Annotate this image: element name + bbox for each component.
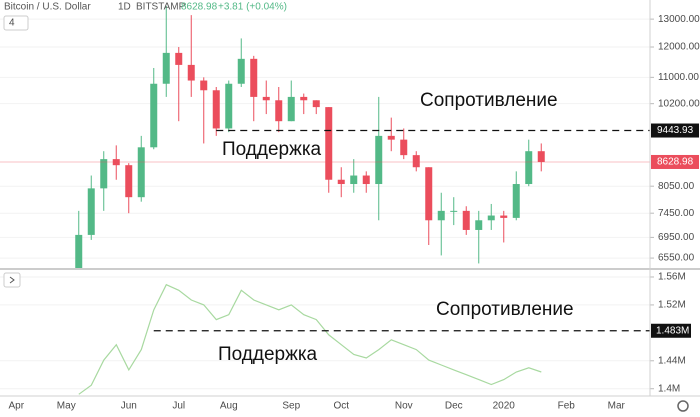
annotation: Сопротивление xyxy=(420,90,558,111)
candle-body xyxy=(350,175,358,185)
axes: 6550.00 6950.00 7450.00 8050.00 10200.00 1100… xyxy=(8,14,700,412)
candle-body xyxy=(175,52,183,65)
candle-body xyxy=(387,135,395,140)
candle-body xyxy=(212,90,220,129)
x-tick-label: Aug xyxy=(220,401,238,412)
x-tick-label: 2020 xyxy=(493,401,516,412)
x-tick-label: Apr xyxy=(8,401,24,412)
header-price: 8628.98 xyxy=(181,2,218,13)
candle-body xyxy=(262,96,270,101)
candle-body xyxy=(75,234,83,268)
candle-body xyxy=(412,155,420,168)
level-label: 1.483M xyxy=(656,325,689,336)
candle-body xyxy=(100,159,108,189)
legend-toggle-label[interactable]: 4 xyxy=(9,18,15,29)
candle-body xyxy=(150,83,158,148)
candle-body xyxy=(362,175,370,185)
candle-body xyxy=(187,64,195,81)
interval: 1D xyxy=(118,2,131,13)
x-tick-label: Jun xyxy=(121,401,137,412)
y-tick-label: 6550.00 xyxy=(658,253,695,264)
last-price-box xyxy=(651,154,699,169)
y-tick-label: 1.56M xyxy=(658,272,686,283)
x-tick-label: Feb xyxy=(558,401,576,412)
candle-body xyxy=(287,96,295,122)
y-tick-label: 12000.00 xyxy=(658,42,700,53)
candle-body xyxy=(200,80,208,91)
candle-body xyxy=(512,184,520,218)
annotation: Поддержка xyxy=(218,344,318,365)
candle-body xyxy=(87,188,95,235)
resistance-box xyxy=(651,123,699,138)
last-price-label: 8628.98 xyxy=(657,157,694,168)
candle-body xyxy=(437,210,445,221)
candle-body xyxy=(475,220,483,230)
x-tick-label: Nov xyxy=(395,401,413,412)
candle-body xyxy=(375,135,383,185)
candle-body xyxy=(250,58,258,97)
candle-body xyxy=(225,83,233,129)
exchange: BITSTAMP xyxy=(136,2,186,13)
y-tick-label: 1.52M xyxy=(658,300,686,311)
expand-icon xyxy=(9,276,15,284)
settings-icon[interactable] xyxy=(677,400,689,412)
legend-toggle[interactable] xyxy=(3,15,29,31)
y-tick-label: 10200.00 xyxy=(658,98,700,109)
indicator-pane xyxy=(0,276,650,395)
y-tick-label: 13000.00 xyxy=(658,14,700,25)
candle-body xyxy=(300,96,308,101)
expand-button[interactable] xyxy=(3,272,21,288)
candle-body xyxy=(400,139,408,156)
candle-body xyxy=(450,210,458,212)
candle-body xyxy=(537,151,545,162)
x-tick-label: Jul xyxy=(172,401,185,412)
y-tick-label: 7450.00 xyxy=(658,208,695,219)
candle-body xyxy=(237,58,245,84)
header-change: +3.81 (+0.04%) xyxy=(218,2,287,13)
x-tick-label: May xyxy=(57,401,76,412)
candle-body xyxy=(312,100,320,108)
candle-body xyxy=(337,179,345,185)
x-tick-label: Dec xyxy=(445,401,463,412)
symbol: Bitcoin / U.S. Dollar xyxy=(4,2,91,13)
price-pane xyxy=(0,5,650,268)
annotation: Поддержка xyxy=(222,139,322,160)
y-tick-label: 1.44M xyxy=(658,355,686,366)
candle-body xyxy=(125,165,133,198)
annotation: Сопротивление xyxy=(436,299,574,320)
candle-body xyxy=(525,151,533,185)
candle-body xyxy=(112,159,120,166)
candle-body xyxy=(325,107,333,180)
candle-body xyxy=(275,100,283,122)
indicator-line xyxy=(78,283,542,395)
y-tick-label: 8050.00 xyxy=(658,181,695,192)
x-tick-label: Sep xyxy=(282,401,300,412)
resistance-label: 9443.93 xyxy=(657,125,694,136)
x-tick-label: Oct xyxy=(333,401,349,412)
candle-body xyxy=(487,215,495,221)
y-tick-label: 1.4M xyxy=(658,383,680,394)
candle-body xyxy=(462,210,470,230)
candle-body xyxy=(500,215,508,218)
candle-body xyxy=(162,52,170,84)
x-tick-label: Mar xyxy=(608,401,626,412)
y-tick-label: 6950.00 xyxy=(658,232,695,243)
y-tick-label: 11000.00 xyxy=(658,72,699,83)
level-box xyxy=(651,323,691,338)
candle-body xyxy=(425,167,433,221)
candle-body xyxy=(137,147,145,198)
